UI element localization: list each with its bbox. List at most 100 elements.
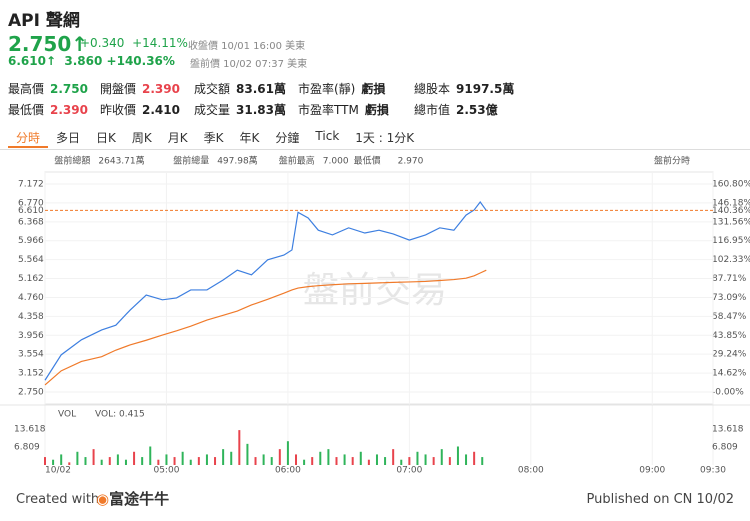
stat-value: 2.410 bbox=[142, 103, 180, 117]
tab[interactable]: 1天 : 1分K bbox=[355, 131, 415, 145]
stat: 成交額 83.61萬 bbox=[194, 80, 298, 97]
stat-label: 開盤價 bbox=[100, 82, 137, 96]
stat-label: 市盈率TTM bbox=[298, 103, 359, 117]
y2-tick-label: 14.62% bbox=[712, 369, 747, 379]
volume-bar bbox=[456, 446, 459, 465]
stat-label: 最低價 bbox=[8, 103, 45, 117]
pre-price: 6.610↑ 3.860 +140.36% bbox=[8, 54, 175, 68]
volume-bar bbox=[319, 451, 322, 465]
volume-bar bbox=[408, 457, 411, 465]
divider bbox=[0, 149, 750, 150]
stat-value: 83.61萬 bbox=[236, 82, 286, 96]
brand-name: 富途牛牛 bbox=[109, 490, 170, 508]
stat-label: 最高價 bbox=[8, 82, 45, 96]
stat-value: 2.53億 bbox=[456, 103, 498, 117]
y-tick-label: 6.770 bbox=[18, 198, 44, 208]
stat: 昨收價 2.410 bbox=[100, 101, 194, 118]
tab[interactable]: 分時 bbox=[8, 129, 49, 148]
volume-bar bbox=[311, 457, 314, 465]
stat-label: 成交額 bbox=[194, 82, 231, 96]
pre-change-pct: +140.36% bbox=[106, 54, 175, 68]
tab[interactable]: 日K bbox=[96, 131, 116, 145]
y-tick-label: 5.564 bbox=[18, 255, 44, 265]
y-tick-label: 3.152 bbox=[18, 369, 44, 379]
tab[interactable]: 月K bbox=[167, 131, 188, 145]
x-tick-label: 07:00 bbox=[396, 466, 422, 476]
volume-bar bbox=[141, 457, 144, 465]
volume-bar bbox=[481, 457, 484, 465]
volume-bar bbox=[238, 430, 241, 465]
y2-tick-label: 160.80% bbox=[712, 180, 750, 190]
volume-bar bbox=[367, 459, 370, 465]
stat-label: 成交量 bbox=[194, 103, 231, 117]
change-pct: +14.11% bbox=[132, 36, 188, 50]
mode: 盤前分時 bbox=[654, 155, 690, 167]
y2-tick-label: 87.71% bbox=[712, 274, 747, 284]
y2-tick-label: 29.24% bbox=[712, 350, 747, 360]
y2-tick-label: 131.56% bbox=[712, 217, 750, 227]
tab[interactable]: 多日 bbox=[56, 131, 81, 145]
volume-bar bbox=[440, 449, 443, 465]
x-tick-label: 09:30 bbox=[700, 466, 726, 476]
volume-bar bbox=[52, 459, 55, 465]
y2-tick-label: -0.00% bbox=[712, 388, 744, 398]
x-tick-label: 09:00 bbox=[639, 466, 665, 476]
volume-bar bbox=[432, 457, 435, 465]
tab[interactable]: 季K bbox=[203, 131, 224, 145]
y-tick-label: 5.966 bbox=[18, 236, 44, 246]
tab[interactable]: 分鐘 bbox=[275, 131, 300, 145]
stat: 開盤價 2.390 bbox=[100, 80, 194, 97]
y-tick-label: 4.760 bbox=[18, 293, 44, 303]
stat-value: 虧損 bbox=[364, 103, 389, 117]
y2-tick-label: 58.47% bbox=[712, 312, 747, 322]
volume-bar bbox=[473, 451, 476, 465]
change: +0.340 +14.11% bbox=[80, 36, 188, 50]
info-label: 盤前總量 bbox=[173, 155, 209, 167]
volume-bar bbox=[100, 459, 103, 465]
volume-bar bbox=[189, 459, 192, 465]
close-note: 收盤價 10/01 16:00 美東 bbox=[188, 41, 306, 52]
volume-bar bbox=[424, 454, 427, 465]
volume-bar bbox=[173, 457, 176, 465]
stat-label: 市盈率(靜) bbox=[298, 82, 356, 96]
y-tick-label: 5.162 bbox=[18, 274, 44, 284]
tab[interactable]: 周K bbox=[131, 131, 152, 145]
y-tick-label: 6.368 bbox=[18, 217, 44, 227]
volume-bar bbox=[222, 449, 225, 465]
chart: 盤前總額 2643.71萬 盤前總量 497.98萬 盤前最高 7.000 最低價 2.970… bbox=[0, 155, 750, 476]
stat-value: 2.390 bbox=[50, 103, 88, 117]
volume-bar bbox=[351, 457, 354, 465]
volume-bar bbox=[278, 449, 281, 465]
volume-bar bbox=[254, 457, 257, 465]
stat: 最高價 2.750 bbox=[8, 80, 100, 97]
last-pct-label: 140.36% bbox=[712, 206, 750, 216]
y2-tick-label: 146.18% bbox=[712, 198, 750, 208]
stat-label: 昨收價 bbox=[100, 103, 137, 117]
volume-bar bbox=[335, 457, 338, 465]
pre-price-value: 6.610 bbox=[8, 54, 46, 68]
volume-bar bbox=[230, 451, 233, 465]
stat-value: 虧損 bbox=[361, 82, 386, 96]
created: Created with bbox=[16, 492, 100, 507]
info-value: 497.98萬 bbox=[217, 155, 258, 167]
volume-bar bbox=[303, 459, 306, 465]
volume-bar bbox=[149, 446, 152, 465]
y-tick-label: 2.750 bbox=[18, 388, 44, 398]
tab[interactable]: 年K bbox=[239, 131, 260, 145]
volume-bar bbox=[181, 451, 184, 465]
y2-tick-label: 102.33% bbox=[712, 255, 750, 265]
y-tick-label: 3.956 bbox=[18, 331, 44, 341]
x-tick-label: 10/02 bbox=[45, 466, 71, 476]
volume-bar bbox=[116, 454, 119, 465]
info-value: 7.000 bbox=[323, 157, 349, 167]
volume-bar bbox=[384, 457, 387, 465]
tab[interactable]: Tick bbox=[315, 129, 340, 143]
volume-bar bbox=[392, 449, 395, 465]
volume-bar bbox=[68, 462, 71, 465]
y2-tick-label: 73.09% bbox=[712, 293, 747, 303]
stat-value: 2.390 bbox=[142, 82, 180, 96]
stat-label: 總股本 bbox=[414, 82, 451, 96]
volume-bar bbox=[133, 451, 136, 465]
volume-bar bbox=[343, 454, 346, 465]
stats: 最高價 2.750 開盤價 2.390 成交額 83.61萬 市盈率(靜) 虧損 總股本 9197… bbox=[8, 80, 524, 118]
